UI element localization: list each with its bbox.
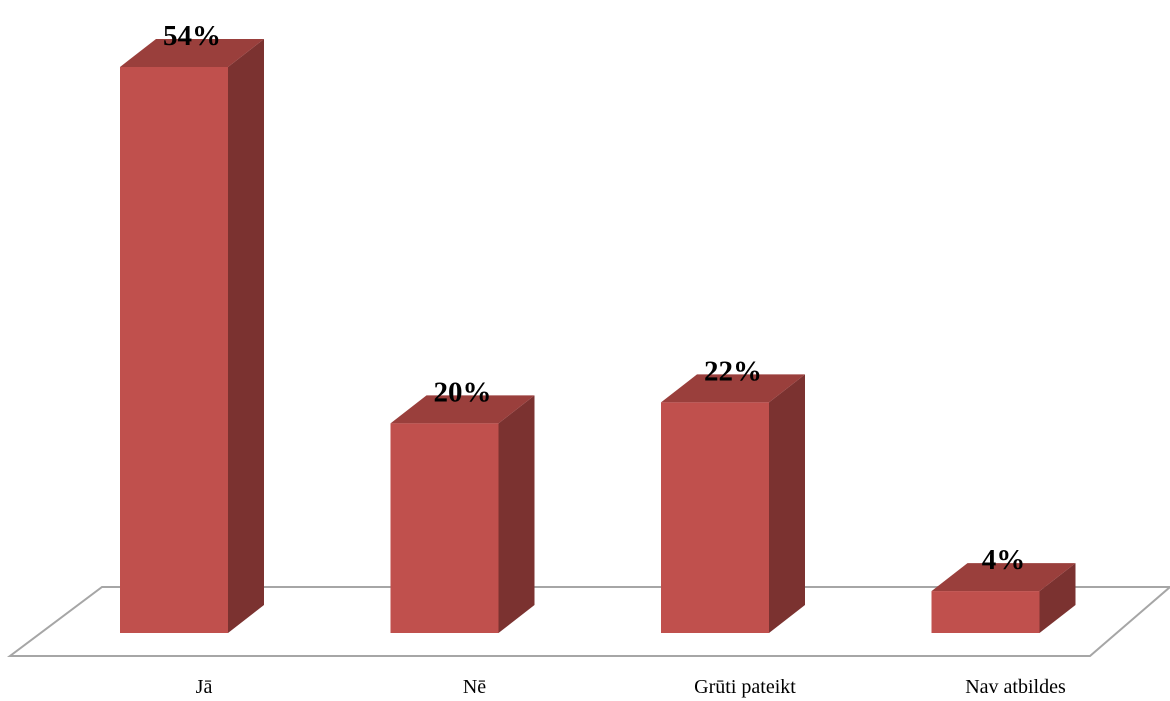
bar-top-ne bbox=[390, 395, 535, 424]
value-label-ja: 54% bbox=[163, 20, 221, 52]
category-label-ja: Jā bbox=[196, 676, 213, 698]
bar-ne bbox=[390, 395, 535, 633]
bar-top-ja bbox=[120, 39, 264, 67]
bar-front-ne bbox=[390, 423, 499, 633]
category-label-nav-atbildes: Nav atbildes bbox=[965, 676, 1066, 698]
bar-ja bbox=[120, 39, 264, 633]
value-label-gruti-pateikt: 22% bbox=[704, 355, 762, 387]
bar-front-nav-atbildes bbox=[931, 591, 1040, 633]
chart-floor bbox=[7, 586, 1170, 657]
bar-side-gruti-pateikt bbox=[769, 374, 805, 633]
category-label-gruti-pateikt: Grūti pateikt bbox=[694, 676, 796, 698]
bar-top-nav-atbildes bbox=[931, 563, 1076, 592]
value-label-nav-atbildes: 4% bbox=[982, 544, 1026, 576]
value-labels-group: 54% 20% 22% 4% bbox=[163, 20, 1025, 576]
bar-side-nav-atbildes bbox=[1039, 563, 1076, 633]
category-labels-group: Jā Nē Grūti pateikt Nav atbildes bbox=[196, 676, 1066, 698]
category-label-ne: Nē bbox=[463, 676, 486, 698]
value-label-ne: 20% bbox=[434, 376, 492, 408]
bar-nav-atbildes bbox=[931, 563, 1076, 633]
bar-top-gruti-pateikt bbox=[661, 374, 805, 403]
bar-front-ja bbox=[120, 67, 228, 633]
bar-front-gruti-pateikt bbox=[661, 402, 769, 633]
bars-group bbox=[120, 39, 1076, 633]
bar-gruti-pateikt bbox=[661, 374, 805, 633]
bar-side-ne bbox=[498, 395, 535, 633]
bar-side-ja bbox=[228, 39, 264, 633]
